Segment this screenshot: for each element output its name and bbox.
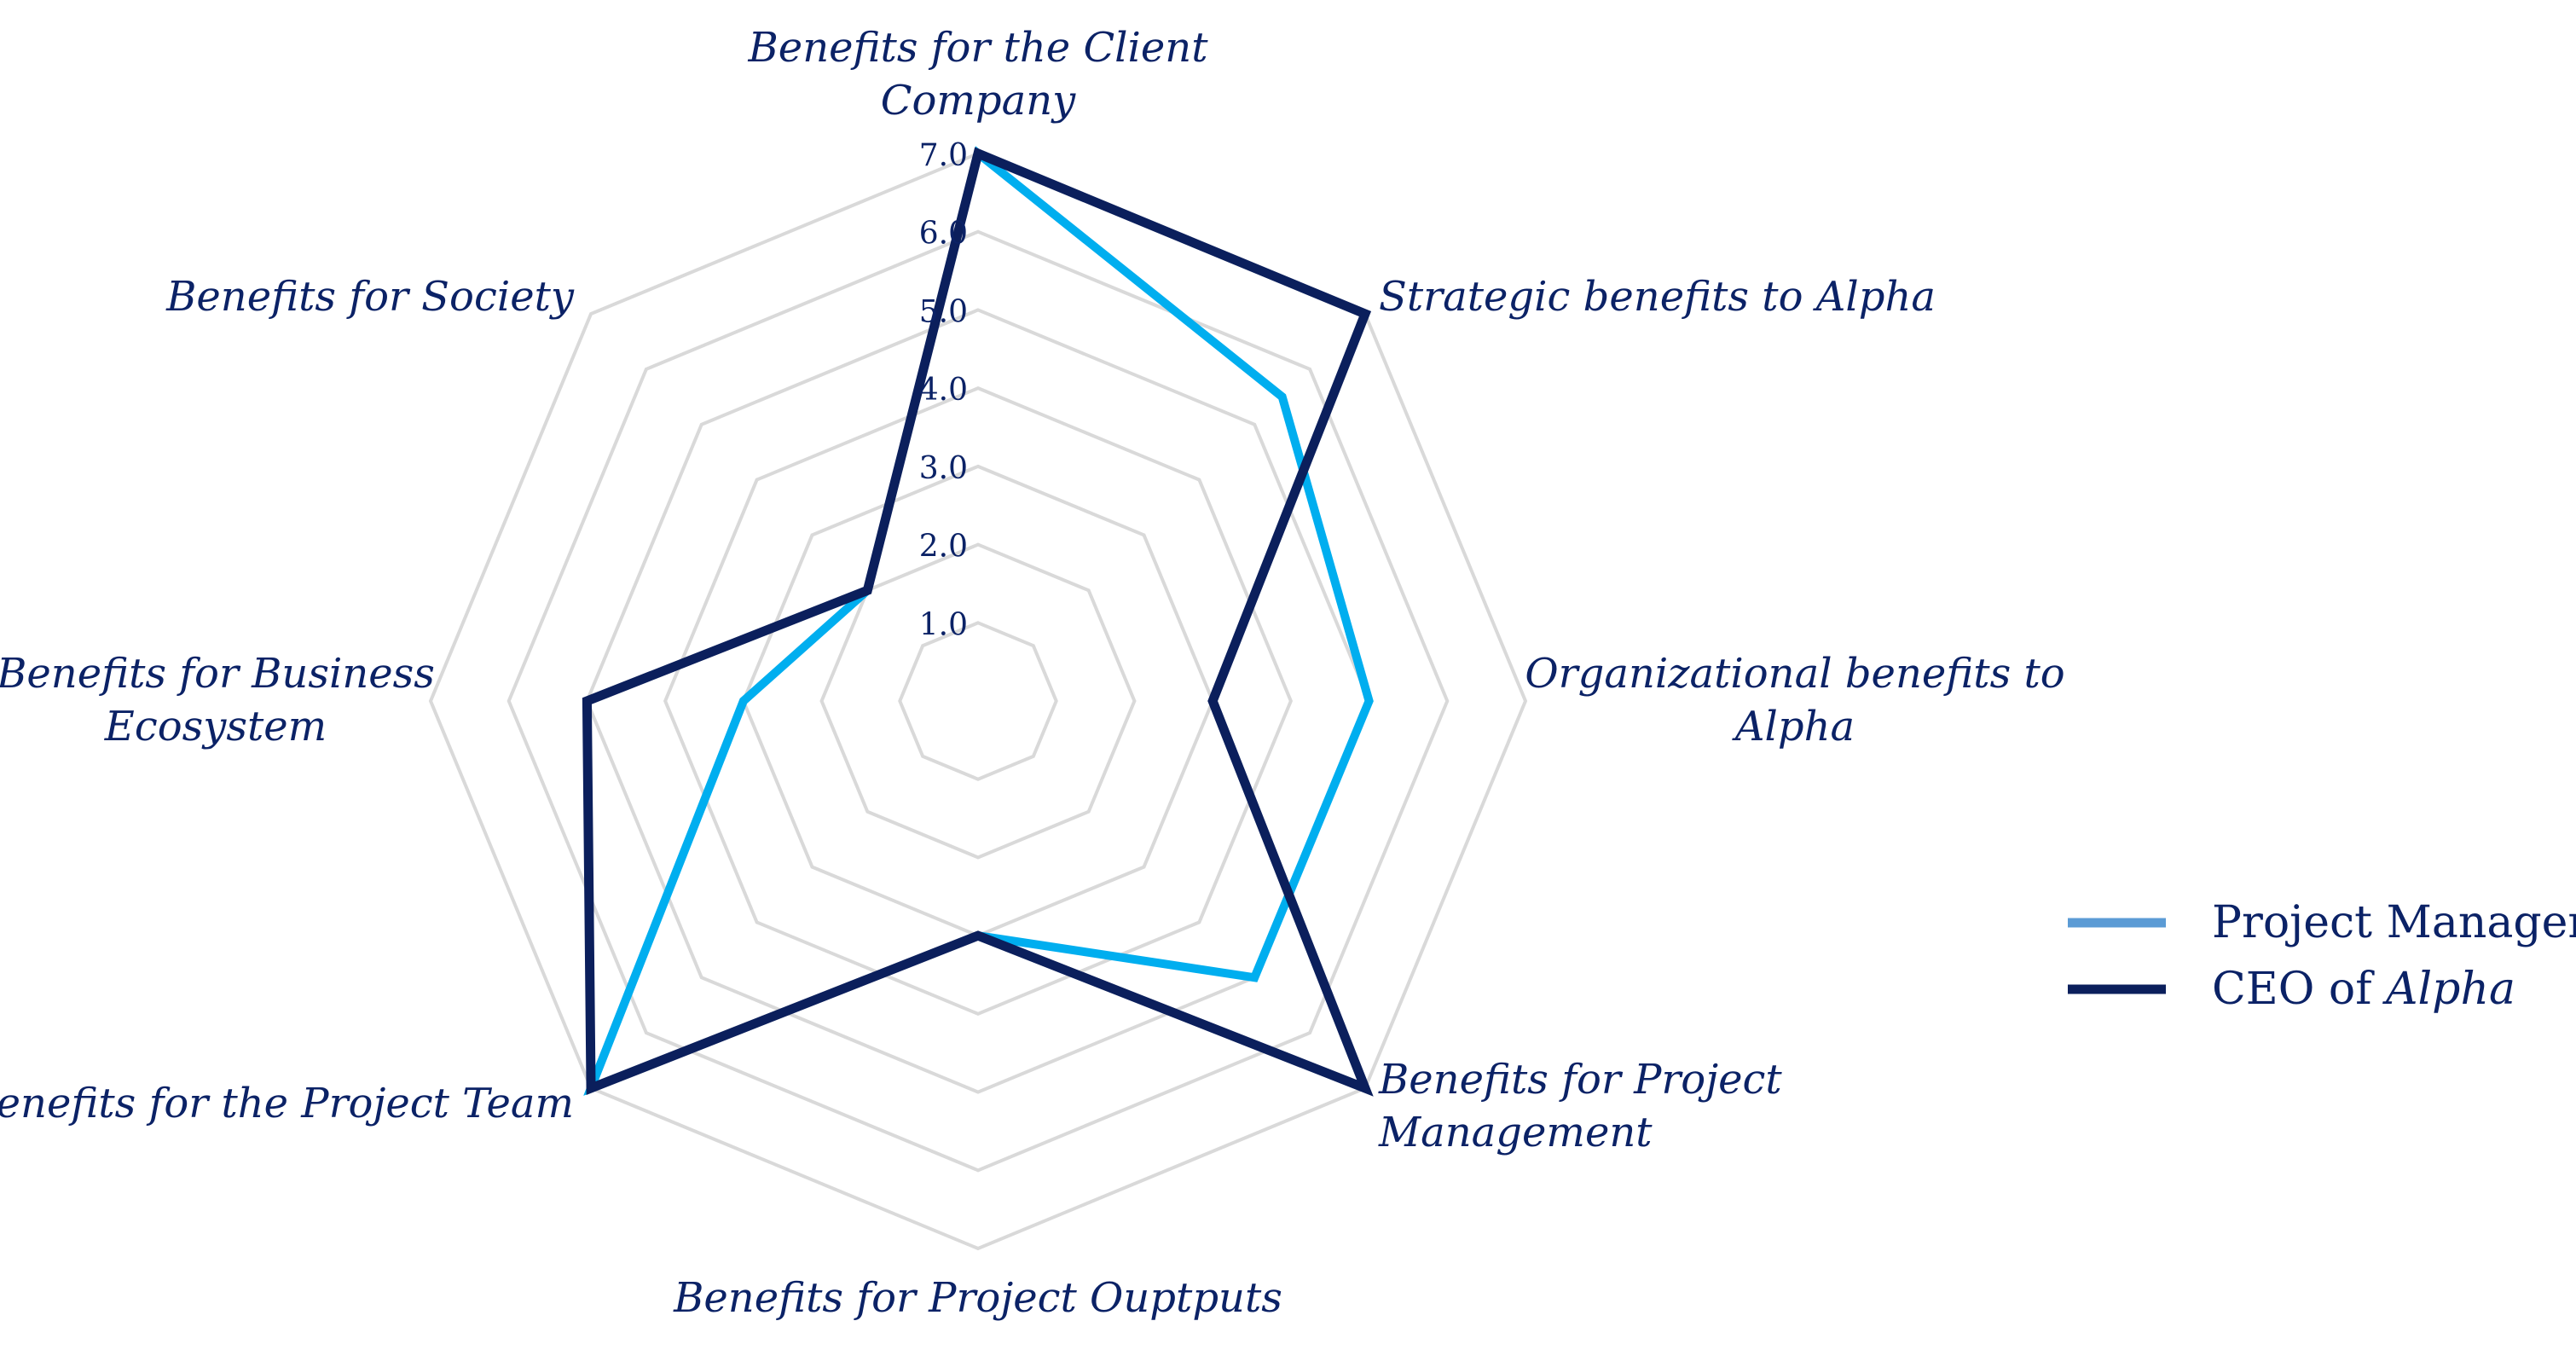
tick-label: 5.0: [919, 294, 968, 329]
axis-label: Benefits for Project Ouptputs: [673, 1274, 1282, 1322]
grid-ring-7: [428, 151, 1528, 1251]
grid-layer: [428, 151, 1528, 1251]
grid-ring-2: [819, 542, 1137, 860]
tick-label: 4.0: [919, 373, 968, 408]
axis-label-layer: Benefits for the Client Company Strategic …: [0, 24, 2065, 1322]
series-layer: [582, 146, 1374, 1097]
grid-ring-6: [507, 229, 1450, 1173]
axis-label: Benefits for Society: [165, 273, 575, 321]
tick-label: 1.0: [919, 607, 968, 642]
axis-label: Strategic benefits to Alpha: [1379, 273, 1936, 321]
axis-label: Benefits for the Client Company: [748, 24, 1209, 125]
grid-ring-5: [585, 308, 1371, 1094]
axis-label: Benefits for Business Ecosystem: [0, 650, 435, 750]
tick-label: 7.0: [919, 138, 968, 173]
axis-label: Benefits for the Project Team: [0, 1080, 574, 1127]
series-line-project-manager: [583, 146, 1374, 1096]
legend: Project Manager CEO of Alpha: [2068, 897, 2576, 1015]
legend-label: Project Manager: [2212, 897, 2576, 948]
tick-label: 6.0: [919, 217, 968, 252]
series-line-ceo-of-alpha: [582, 147, 1374, 1097]
grid-ring-3: [741, 464, 1215, 938]
tick-label: 3.0: [919, 451, 968, 486]
grid-ring-4: [663, 385, 1294, 1017]
legend-label: CEO of Alpha: [2212, 964, 2515, 1015]
tick-label: 2.0: [919, 530, 968, 565]
axis-label: Benefits for Project Management: [1378, 1056, 1782, 1156]
tick-layer: 1.0 2.0 3.0 4.0 5.0 6.0 7.0: [919, 138, 968, 642]
grid-ring-1: [898, 621, 1058, 781]
axis-label: Organizational benefits to Alpha: [1525, 650, 2064, 750]
